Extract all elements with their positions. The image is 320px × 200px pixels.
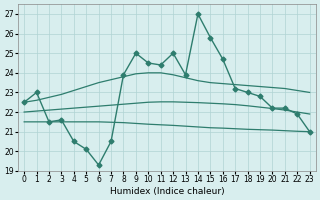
X-axis label: Humidex (Indice chaleur): Humidex (Indice chaleur) bbox=[109, 187, 224, 196]
